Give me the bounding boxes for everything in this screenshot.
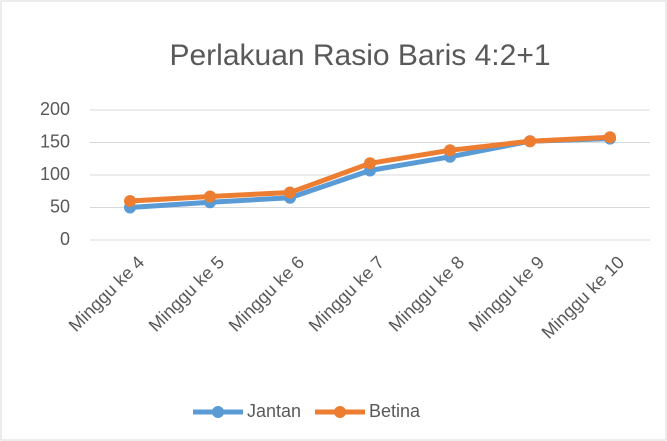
point	[604, 131, 616, 144]
y-tick-label: 50	[50, 196, 70, 216]
legend-marker	[334, 406, 346, 418]
legend-label: Betina	[369, 401, 421, 421]
point	[364, 157, 376, 170]
point	[444, 144, 456, 157]
point	[524, 135, 536, 148]
point	[204, 190, 216, 203]
legend-marker	[212, 406, 224, 418]
chart-title: Perlakuan Rasio Baris 4:2+1	[169, 39, 550, 72]
y-tick-label: 200	[40, 99, 70, 119]
y-tick-label: 150	[40, 131, 70, 151]
legend-label: Jantan	[247, 401, 301, 421]
y-tick-label: 0	[60, 229, 70, 249]
point	[124, 195, 136, 207]
point	[284, 186, 296, 199]
y-tick-label: 100	[40, 164, 70, 184]
